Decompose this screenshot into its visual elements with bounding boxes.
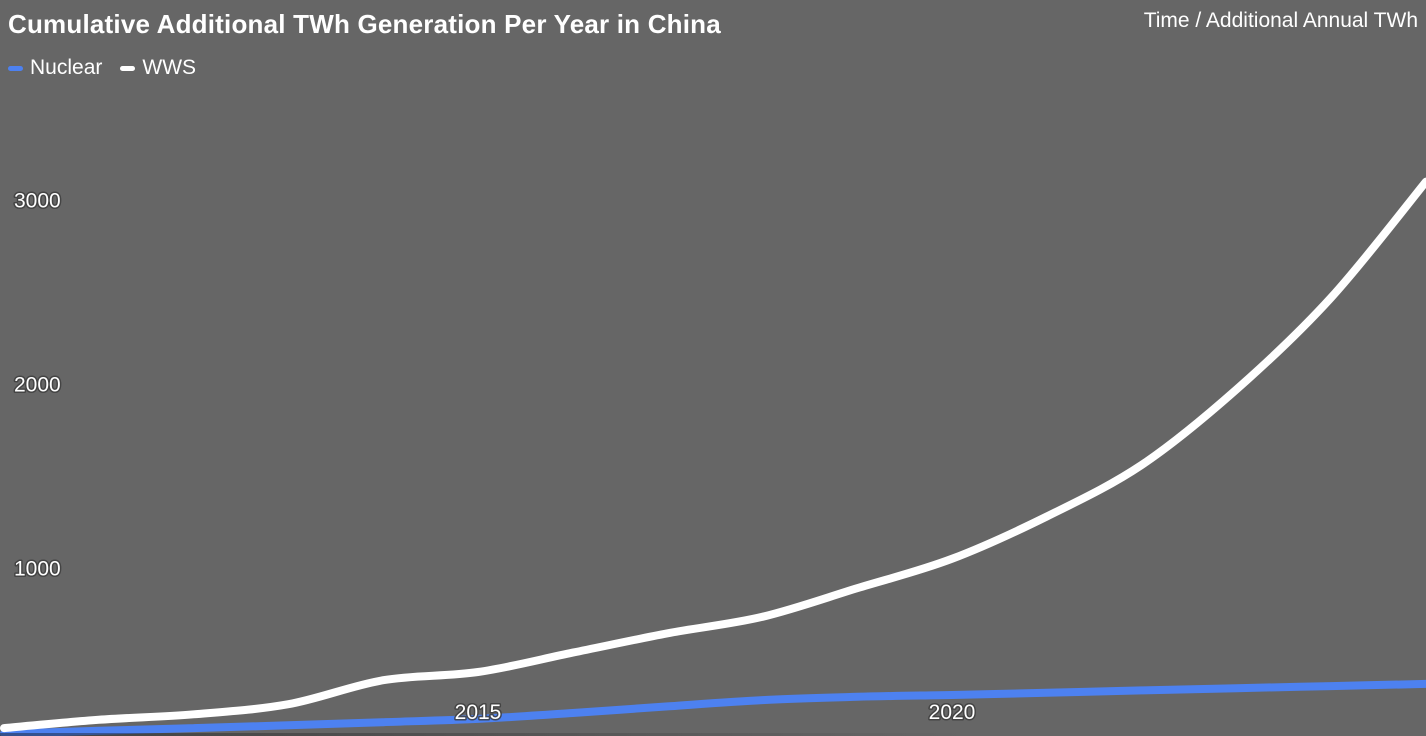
nuclear-line	[0, 679, 1426, 736]
legend-label-nuclear: Nuclear	[30, 56, 103, 79]
x-axis-tick-label: 2020	[929, 701, 976, 724]
wws-series-swatch-icon	[120, 65, 136, 71]
legend: Nuclear WWS	[8, 56, 196, 80]
chart-title: Cumulative Additional TWh Generation Per…	[8, 9, 721, 39]
axis-title-note: Time / Additional Annual TWh	[1143, 9, 1418, 32]
nuclear-series-swatch-icon	[8, 65, 23, 71]
legend-item-nuclear[interactable]: Nuclear	[8, 56, 102, 80]
y-axis-tick-label: 1000	[14, 558, 61, 581]
wws-line	[0, 177, 1426, 733]
legend-label-wws: WWS	[142, 56, 197, 79]
legend-item-wws[interactable]: WWS	[120, 56, 196, 80]
y-axis-tick-label: 3000	[14, 190, 61, 213]
y-axis-tick-label: 2000	[14, 374, 61, 397]
x-axis-tick-label: 2015	[455, 701, 502, 724]
